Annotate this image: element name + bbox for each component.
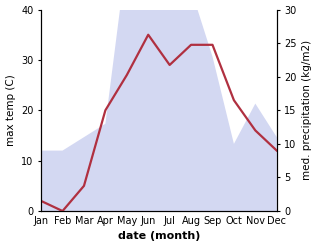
Y-axis label: med. precipitation (kg/m2): med. precipitation (kg/m2)	[302, 40, 313, 180]
X-axis label: date (month): date (month)	[118, 231, 200, 242]
Y-axis label: max temp (C): max temp (C)	[5, 74, 16, 146]
